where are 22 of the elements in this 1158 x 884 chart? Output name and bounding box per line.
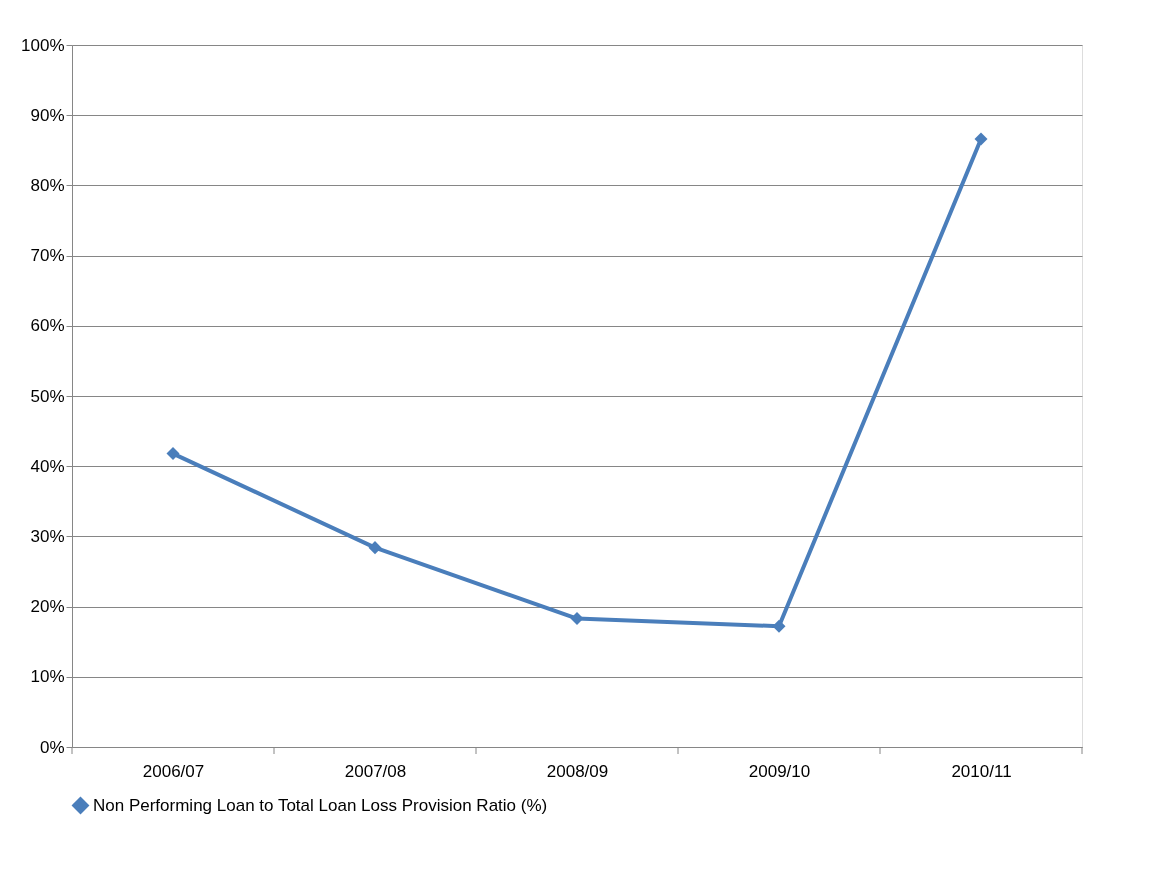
- y-tick-label: 60%: [30, 316, 65, 336]
- y-tick-label: 80%: [30, 175, 65, 195]
- legend-label: Non Performing Loan to Total Loan Loss Provision Ratio (%): [93, 795, 548, 815]
- y-tick-label: 30%: [30, 526, 65, 546]
- point: [166, 447, 180, 461]
- x-tick-label: 2008/09: [546, 761, 609, 781]
- x-tick-label: 2009/10: [748, 761, 811, 781]
- x-tick-label: 2007/08: [344, 761, 407, 781]
- point: [772, 619, 786, 633]
- x-tick-label: 2006/07: [142, 761, 205, 781]
- point: [570, 612, 584, 626]
- point: [368, 541, 382, 555]
- y-tick-label: 40%: [30, 456, 65, 476]
- x-tick-label: 2010/11: [951, 761, 1012, 781]
- y-tick-label: 0%: [39, 737, 65, 757]
- y-tick-label: 100%: [21, 35, 65, 55]
- point: [974, 132, 988, 146]
- y-tick-label: 50%: [30, 386, 65, 406]
- y-tick-label: 20%: [30, 597, 65, 617]
- y-tick-label: 10%: [30, 667, 65, 687]
- y-tick-label: 70%: [30, 246, 65, 266]
- y-tick-label: 90%: [30, 105, 65, 125]
